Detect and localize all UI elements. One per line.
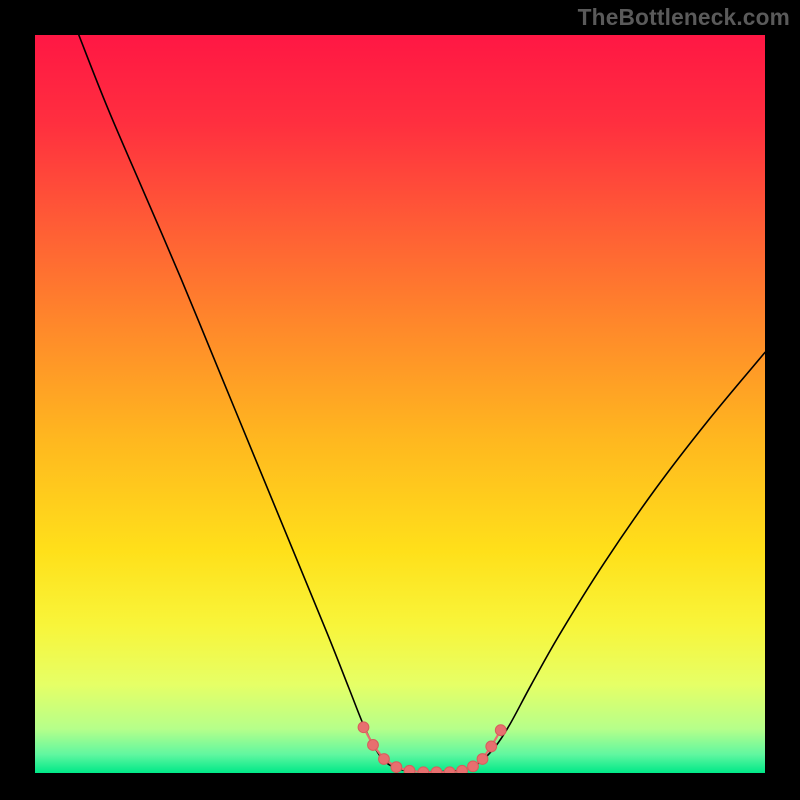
- chart-canvas: TheBottleneck.com: [0, 0, 800, 800]
- marker-point: [404, 765, 415, 773]
- gradient-background: [35, 35, 765, 773]
- plot-area: [35, 35, 765, 773]
- marker-point: [477, 754, 488, 765]
- marker-point: [495, 725, 506, 736]
- marker-point: [468, 761, 479, 772]
- marker-point: [457, 765, 468, 773]
- marker-point: [486, 741, 497, 752]
- marker-point: [368, 740, 379, 751]
- marker-point: [391, 762, 402, 773]
- marker-point: [379, 754, 390, 765]
- marker-point: [444, 767, 455, 773]
- chart-svg: [35, 35, 765, 773]
- marker-point: [418, 767, 429, 773]
- watermark-label: TheBottleneck.com: [578, 4, 790, 31]
- marker-point: [431, 767, 442, 773]
- marker-point: [358, 722, 369, 733]
